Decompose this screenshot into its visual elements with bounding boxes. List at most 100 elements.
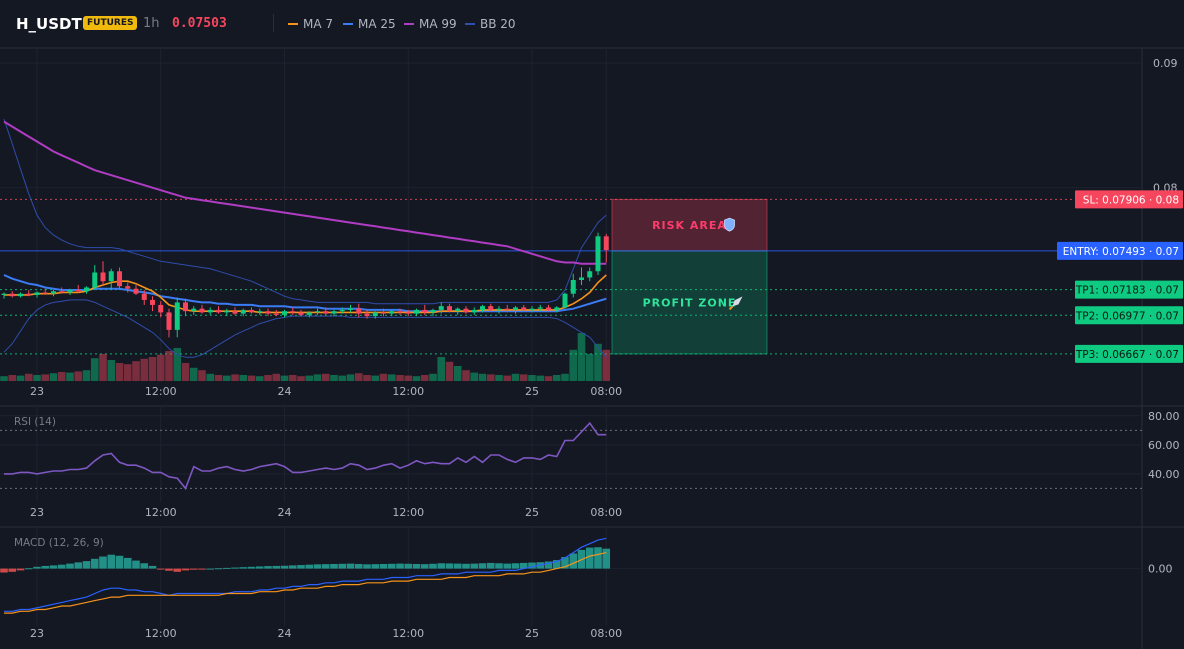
candle-body	[389, 311, 395, 314]
macd-histogram-bar	[0, 568, 8, 573]
macd-histogram-bar	[123, 557, 132, 569]
macd-signal-line	[4, 552, 607, 614]
volume-bar	[412, 376, 421, 381]
volume-bar	[478, 373, 487, 381]
candle-body	[75, 289, 81, 292]
entry-price-tag-label: ENTRY: 0.07493 · 0.07	[1063, 246, 1179, 258]
macd-histogram-bar	[173, 568, 182, 572]
legend-ma25[interactable]: MA 25	[343, 17, 396, 31]
legend-ma99[interactable]: MA 99	[404, 17, 457, 31]
volume-bar	[0, 376, 8, 381]
bb-lower-line	[3, 299, 607, 358]
symbol-name[interactable]: H_USDT	[16, 15, 82, 33]
candle-body	[595, 236, 601, 272]
candle-body	[438, 306, 444, 310]
candle-body	[51, 291, 56, 294]
volume-bar	[305, 375, 314, 381]
macd-histogram-bar	[511, 563, 520, 569]
rsi-tick-label: 40.00	[1148, 468, 1180, 481]
candle-body	[579, 277, 584, 280]
macd-histogram-bar	[239, 567, 248, 569]
volume-bar	[148, 357, 157, 381]
macd-histogram-bar	[379, 563, 388, 569]
candle-body	[488, 306, 494, 310]
volume-bar	[404, 375, 413, 381]
futures-badge: FUTURES	[83, 16, 138, 30]
candle-body	[537, 307, 543, 309]
macd-tick-label: 0.00	[1148, 563, 1173, 576]
x-tick-label: 08:00	[590, 385, 622, 398]
volume-bar	[115, 363, 124, 381]
candle-body	[224, 311, 230, 313]
candle-body	[108, 271, 114, 282]
candle-body	[282, 311, 287, 315]
candle-body	[356, 308, 362, 314]
x-tick-label: 24	[278, 627, 292, 640]
legend-swatch-bb20	[465, 23, 475, 25]
candle-body	[1, 293, 7, 295]
x-tick-label: 08:00	[590, 627, 622, 640]
macd-histogram-bar	[321, 564, 330, 569]
candle-body	[348, 308, 353, 310]
macd-histogram-bar	[99, 556, 107, 569]
volume-bar	[82, 370, 91, 381]
candle-body	[166, 312, 172, 330]
macd-histogram-bar	[264, 566, 272, 569]
macd-histogram-bar	[470, 563, 479, 569]
macd-histogram-bar	[107, 554, 116, 569]
legend-ma7[interactable]: MA 7	[288, 17, 333, 31]
timeframe-label[interactable]: 1h	[143, 16, 160, 31]
macd-histogram-bar	[148, 565, 157, 569]
candle-body	[84, 287, 89, 292]
macd-histogram-bar	[8, 568, 17, 572]
candle-body	[603, 236, 609, 251]
candle-body	[290, 311, 296, 313]
volume-bar	[544, 376, 553, 381]
rsi-tick-label: 60.00	[1148, 439, 1180, 452]
volume-bar	[354, 373, 363, 381]
volume-bar	[470, 372, 479, 381]
volume-bar	[156, 354, 165, 381]
volume-bar	[552, 375, 561, 381]
volume-bar	[338, 375, 347, 381]
candle-body	[26, 293, 32, 295]
candle-body	[463, 308, 469, 313]
x-tick-label: 24	[278, 385, 292, 398]
macd-histogram-bar	[429, 563, 437, 569]
candle-body	[422, 309, 428, 313]
volume-bar	[33, 375, 41, 381]
volume-bar	[107, 360, 116, 381]
volume-bar	[313, 374, 322, 381]
macd-histogram-bar	[585, 547, 594, 569]
volume-bar	[486, 374, 495, 381]
volume-bar	[173, 348, 182, 381]
legend-label-ma25: MA 25	[358, 17, 396, 31]
macd-histogram-bar	[420, 564, 429, 569]
macd-histogram-bar	[544, 561, 553, 569]
volume-bar	[495, 375, 503, 381]
last-price: 0.07503	[172, 16, 227, 31]
macd-histogram-bar	[206, 568, 215, 570]
volume-bar	[387, 374, 396, 381]
candle-body	[364, 313, 370, 317]
volume-bar	[503, 375, 512, 381]
macd-histogram-bar	[552, 560, 561, 569]
volume-bar	[231, 374, 239, 381]
rsi-line	[4, 421, 607, 490]
x-tick-label: 23	[30, 385, 44, 398]
candle-body	[199, 308, 205, 313]
candle-body	[249, 309, 254, 313]
volume-bar	[206, 373, 215, 381]
volume-bar	[594, 343, 602, 381]
x-tick-label: 23	[30, 506, 44, 519]
legend-bb20[interactable]: BB 20	[465, 17, 516, 31]
candle-body	[529, 308, 535, 310]
tp2-price-tag-label: TP2: 0.06977 · 0.07	[1075, 310, 1179, 322]
volume-bar	[396, 375, 404, 381]
macd-histogram-bar	[338, 563, 347, 569]
macd-histogram-bar	[528, 562, 536, 569]
macd-histogram-bar	[354, 563, 363, 569]
x-tick-label: 12:00	[392, 385, 424, 398]
candle-body	[150, 299, 155, 305]
